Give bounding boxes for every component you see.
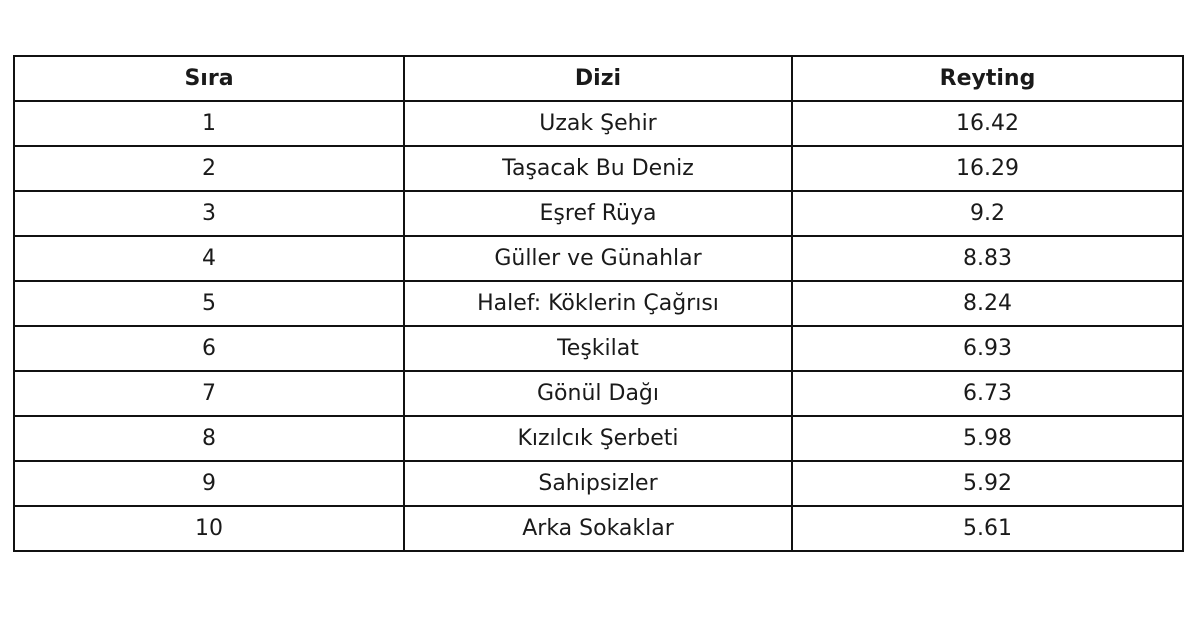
cell-series: Güller ve Günahlar <box>403 235 793 282</box>
cell-series: Kızılcık Şerbeti <box>403 415 793 462</box>
column-header-rating: Reyting <box>791 55 1184 102</box>
cell-rank: 1 <box>13 100 405 147</box>
table-row: 5 Halef: Köklerin Çağrısı 8.24 <box>13 280 1184 327</box>
cell-rank: 2 <box>13 145 405 192</box>
cell-series: Gönül Dağı <box>403 370 793 417</box>
cell-rating: 5.98 <box>791 415 1184 462</box>
cell-rank: 10 <box>13 505 405 552</box>
column-header-series: Dizi <box>403 55 793 102</box>
table-row: 4 Güller ve Günahlar 8.83 <box>13 235 1184 282</box>
cell-rank: 5 <box>13 280 405 327</box>
cell-rank: 6 <box>13 325 405 372</box>
cell-rank: 4 <box>13 235 405 282</box>
cell-rating: 5.92 <box>791 460 1184 507</box>
table-row: 9 Sahipsizler 5.92 <box>13 460 1184 507</box>
cell-rating: 5.61 <box>791 505 1184 552</box>
table-row: 10 Arka Sokaklar 5.61 <box>13 505 1184 552</box>
table-row: 7 Gönül Dağı 6.73 <box>13 370 1184 417</box>
table-row: 2 Taşacak Bu Deniz 16.29 <box>13 145 1184 192</box>
cell-series: Teşkilat <box>403 325 793 372</box>
cell-rating: 8.24 <box>791 280 1184 327</box>
table-row: 6 Teşkilat 6.93 <box>13 325 1184 372</box>
table-row: 8 Kızılcık Şerbeti 5.98 <box>13 415 1184 462</box>
cell-series: Taşacak Bu Deniz <box>403 145 793 192</box>
cell-rating: 16.29 <box>791 145 1184 192</box>
ratings-table: Sıra Dizi Reyting 1 Uzak Şehir 16.42 2 Taşacak… <box>13 55 1184 552</box>
cell-rating: 16.42 <box>791 100 1184 147</box>
cell-rating: 6.93 <box>791 325 1184 372</box>
cell-rating: 8.83 <box>791 235 1184 282</box>
table-row: 1 Uzak Şehir 16.42 <box>13 100 1184 147</box>
cell-rank: 3 <box>13 190 405 237</box>
cell-series: Uzak Şehir <box>403 100 793 147</box>
table-body: 1 Uzak Şehir 16.42 2 Taşacak Bu Deniz 16.29 3 E… <box>13 100 1184 552</box>
cell-series: Eşref Rüya <box>403 190 793 237</box>
cell-rating: 6.73 <box>791 370 1184 417</box>
cell-series: Halef: Köklerin Çağrısı <box>403 280 793 327</box>
cell-rank: 9 <box>13 460 405 507</box>
cell-rank: 8 <box>13 415 405 462</box>
table-header-row: Sıra Dizi Reyting <box>13 55 1184 102</box>
cell-series: Arka Sokaklar <box>403 505 793 552</box>
cell-rank: 7 <box>13 370 405 417</box>
cell-series: Sahipsizler <box>403 460 793 507</box>
cell-rating: 9.2 <box>791 190 1184 237</box>
column-header-rank: Sıra <box>13 55 405 102</box>
table-row: 3 Eşref Rüya 9.2 <box>13 190 1184 237</box>
